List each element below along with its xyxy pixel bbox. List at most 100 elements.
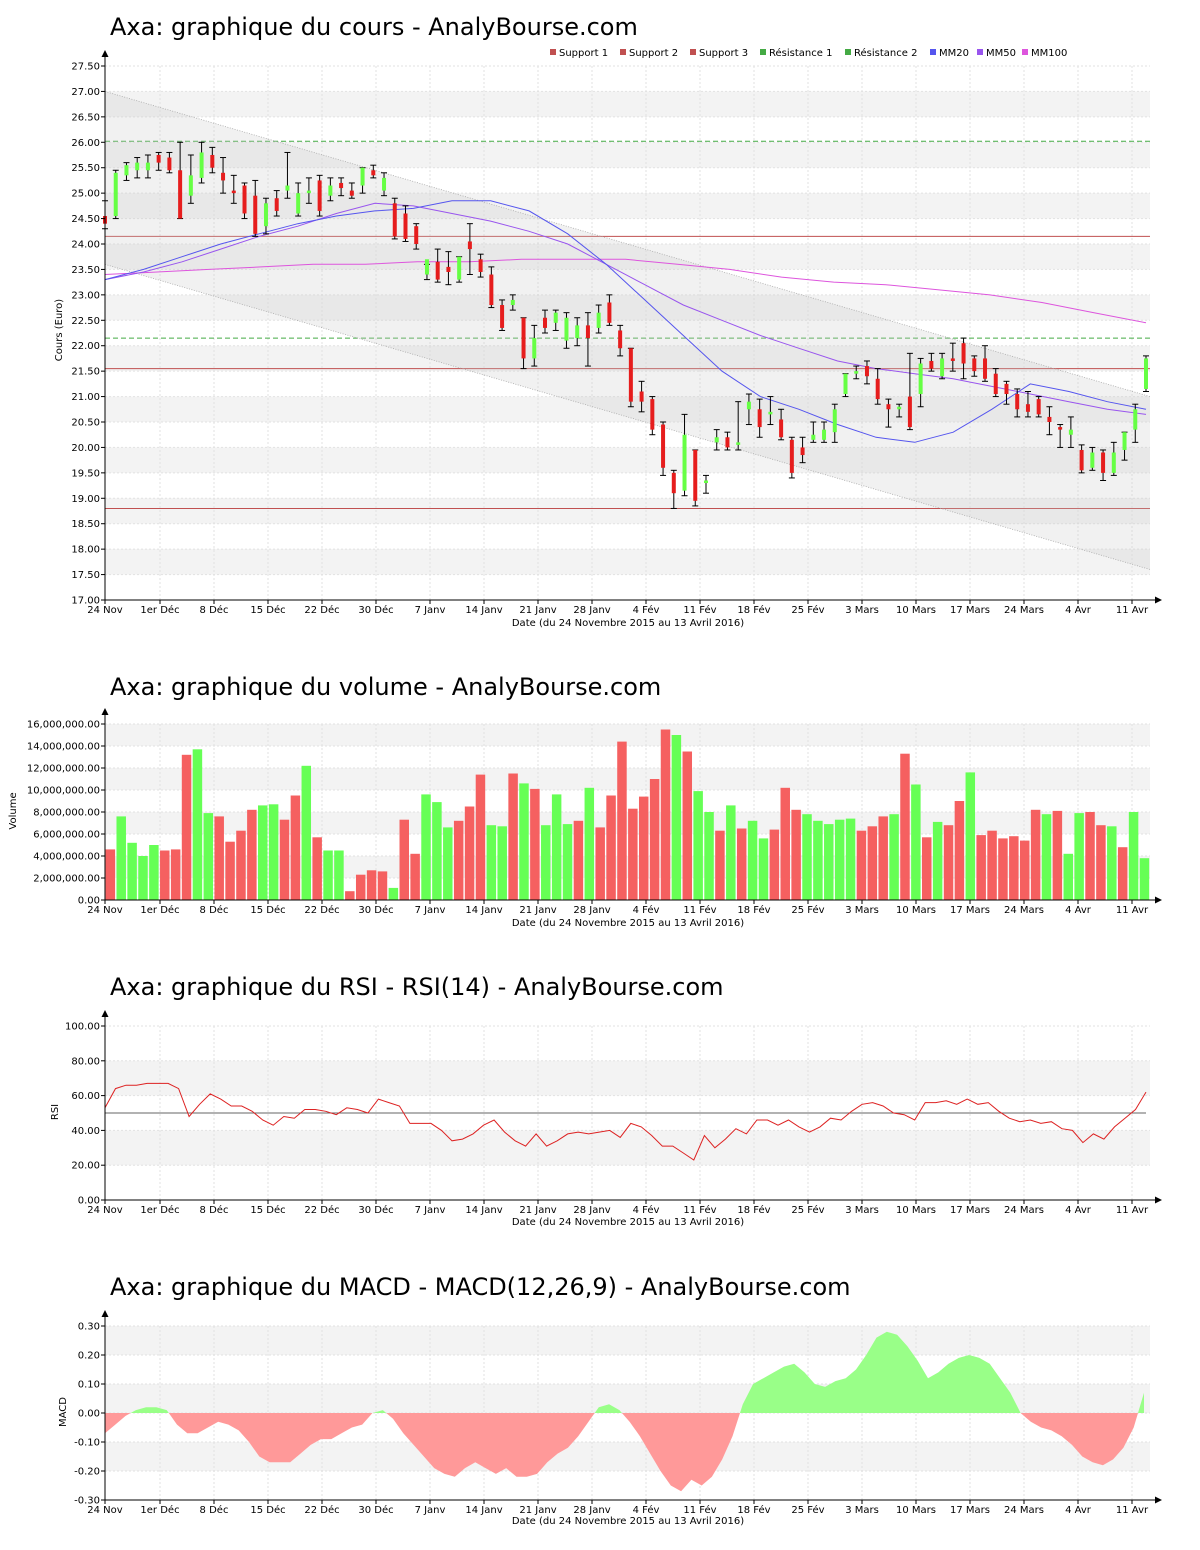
macd-xtick-label: 30 Déc [358,1504,393,1516]
price-xtick-label: 14 Janv [465,605,502,616]
macd-xaxis-arrow [1155,1496,1162,1504]
volume-xtick-label: 7 Janv [415,905,446,916]
candle [627,347,634,408]
price-chart-title: Axa: graphique du cours - AnalyBourse.co… [110,13,638,41]
volume-bar [497,826,507,900]
candle-body [467,241,472,250]
volume-bar [715,830,725,900]
rsi-xtick-label: 28 Janv [573,1205,610,1216]
volume-bar [388,887,399,900]
volume-date-label: Date (du 24 Novembre 2015 au 13 Avril 20… [512,918,744,929]
price-ytick-label: 20.50 [71,418,100,429]
volume-bar [257,805,268,900]
candle-body [650,399,655,430]
volume-chart-title: Axa: graphique du volume - AnalyBourse.c… [110,673,661,701]
volume-bar [1063,853,1074,900]
volume-bar [911,784,921,900]
volume-bar [867,826,878,900]
rsi-xtick-label: 22 Déc [304,1204,339,1216]
price-ytick-label: 17.00 [71,596,100,607]
rsi-xaxis-arrow [1155,1196,1162,1204]
price-xtick-label: 24 Nov [87,605,123,616]
volume-bar [617,741,627,900]
candle [1014,388,1021,418]
candle [520,317,527,370]
candle-body [221,172,226,181]
candle [799,436,806,464]
price-ytick-label: 27.50 [71,62,100,73]
candle [767,396,774,426]
candle-body [993,373,998,395]
macd-positive-area [130,1407,169,1413]
candle-body [392,203,397,237]
candle-body [671,472,676,494]
volume-xtick-label: 18 Fév [737,904,770,916]
candle [917,357,924,408]
volume-xtick-label: 22 Déc [304,904,339,916]
candle-body [328,185,333,196]
volume-bar [987,830,997,900]
rsi-xtick-label: 11 Avr [1116,1205,1149,1216]
candle [1067,416,1074,448]
candle [745,393,752,426]
candle-body [693,449,698,501]
volume-bar [704,812,714,900]
price-ytick-label: 27.00 [71,87,100,98]
volume-bar [584,787,595,900]
candle-body [113,172,118,217]
macd-negative-area [168,1413,373,1463]
candle-body [961,343,966,364]
candle [295,182,302,217]
rsi-band [105,1060,1150,1096]
legend-label: Support 2 [629,48,678,59]
macd-xtick-label: 11 Avr [1116,1505,1149,1516]
candle-body [135,162,140,171]
volume-bar [214,816,224,900]
candle-body [596,312,601,328]
price-ytick-label: 26.50 [71,112,100,123]
rsi-xtick-label: 4 Fév [633,1204,660,1216]
rsi-xtick-label: 14 Janv [465,1205,502,1216]
candle [155,151,162,171]
price-xtick-label: 10 Mars [896,605,936,616]
price-xaxis-arrow [1155,596,1162,604]
volume-bar [747,820,758,900]
volume-bar [878,816,888,900]
volume-band [105,724,1150,746]
rsi-xtick-label: 15 Déc [250,1204,285,1216]
volume-bar [421,794,431,900]
rsi-xtick-label: 30 Déc [358,1204,393,1216]
volume-ylabel: Volume [8,792,19,829]
volume-band [105,768,1150,790]
price-band [105,294,1150,321]
candle-body [167,157,172,171]
macd-positive-area [1138,1392,1144,1413]
candle [413,223,420,250]
candle [434,248,441,283]
price-xtick-label: 4 Avr [1065,605,1092,616]
candle [992,368,999,398]
candle [1046,406,1053,436]
volume-bar [932,821,943,900]
legend-label: Support 3 [699,48,748,59]
candle [327,177,334,202]
volume-chart: Axa: graphique du volume - AnalyBourse.c… [8,673,1162,929]
candle [949,342,956,372]
price-ytick-label: 25.50 [71,163,100,174]
candle-body [746,401,751,410]
price-xtick-label: 11 Fév [683,604,716,616]
candle-body [231,190,236,194]
volume-band [105,856,1150,878]
rsi-xtick-label: 7 Janv [415,1205,446,1216]
candle [906,352,913,431]
volume-bar [486,825,497,900]
candle-body [618,330,623,349]
candle-body [446,266,451,272]
volume-bar [1030,809,1041,900]
macd-positive-area [740,1331,1021,1413]
candle-body [918,363,923,395]
volume-bar [638,796,649,900]
volume-xtick-label: 14 Janv [465,905,502,916]
volume-bar [170,849,181,900]
